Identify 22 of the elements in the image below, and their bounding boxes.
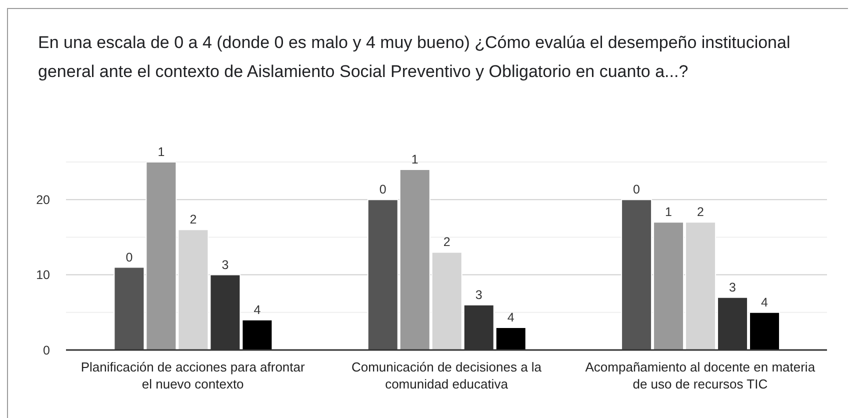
y-tick-label: 0 bbox=[43, 343, 50, 358]
text: 2 bbox=[443, 235, 450, 250]
text: 4 bbox=[761, 295, 768, 310]
text: 0 bbox=[379, 182, 386, 197]
text: 0 bbox=[633, 182, 640, 197]
series-label: 2 bbox=[190, 212, 197, 227]
x-tick-label: Comunicación de decisiones a la comunidad educativa bbox=[351, 360, 542, 392]
series-label: 4 bbox=[254, 302, 261, 317]
y-tick-label: 10 bbox=[36, 268, 50, 282]
text: 4 bbox=[507, 310, 514, 324]
series-label: 0 bbox=[126, 250, 133, 264]
series-label: 1 bbox=[158, 145, 165, 159]
y-tick-label: 20 bbox=[36, 193, 50, 208]
text: 1 bbox=[665, 205, 672, 220]
chart-title: En una escala de 0 a 4 (donde 0 es malo y 4 muy bueno) ¿Cómo evalúa el desempeño institucional general ante el contexto de Aislamiento Social Preventivo y Obligatorio en cuanto a...? bbox=[38, 32, 792, 82]
text: 2 bbox=[697, 205, 704, 220]
text: 3 bbox=[475, 288, 482, 302]
series-label: 3 bbox=[222, 258, 229, 272]
text: 3 bbox=[729, 280, 736, 294]
x-tick-label: Planificación de acciones para afrontar el nuevo contexto bbox=[80, 360, 306, 392]
x-tick-label: Acompañamiento al docente en materia de uso de recursos TIC bbox=[585, 360, 816, 392]
text: 1 bbox=[411, 152, 418, 167]
